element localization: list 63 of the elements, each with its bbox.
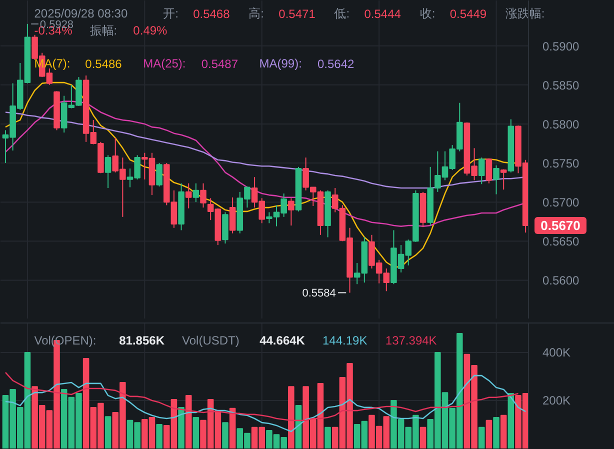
bar <box>222 422 228 448</box>
bar <box>104 416 112 448</box>
candlestick <box>104 154 112 189</box>
annotation: 0.5471 <box>278 7 316 21</box>
annotation: 0.5444 <box>364 7 402 21</box>
y-tick-label: 0.5700 <box>542 196 580 210</box>
y-tick-label: 400K <box>542 346 571 360</box>
annotation: 低: <box>334 6 350 20</box>
annotation: 81.856K <box>119 334 165 348</box>
y-tick-label: 0.5650 <box>542 234 580 249</box>
line-series <box>4 374 526 432</box>
annotation: 开: <box>163 6 178 20</box>
candlestick <box>192 182 200 203</box>
bar <box>508 393 514 448</box>
candlestick <box>500 168 507 190</box>
bar <box>192 417 200 448</box>
annotation: 振幅: <box>90 24 118 38</box>
annotation: 44.664K <box>260 334 306 348</box>
y-tick-label: 0.5600 <box>542 274 580 288</box>
bar <box>478 426 485 448</box>
bar <box>178 406 184 448</box>
y-tick-label: 0.5800 <box>542 117 580 132</box>
bar <box>493 417 500 448</box>
bar <box>486 420 492 448</box>
annotation: 收: <box>420 6 436 20</box>
annotation: 0.5584 <box>302 288 336 300</box>
annotation: Vol(OPEN): <box>34 334 96 348</box>
text: MA(25): <box>143 56 186 70</box>
bar <box>229 408 236 448</box>
annotation: 0.5486 <box>85 57 122 71</box>
annotation: 0.5468 <box>193 7 230 21</box>
y-tick-label: 0.5900 <box>542 39 580 54</box>
annotation: Vol(USDT) <box>182 334 240 348</box>
candlestick <box>288 198 294 226</box>
bar <box>324 426 331 448</box>
text: MA(99): <box>259 56 302 70</box>
line-series <box>4 372 519 422</box>
bar <box>295 405 302 448</box>
annotation: 涨跌幅: <box>505 6 545 20</box>
annotation: 0.49% <box>133 24 168 38</box>
candlestick <box>200 182 206 208</box>
bar <box>185 394 192 448</box>
annotation: 0.5449 <box>450 7 487 21</box>
y-tick-label: 200K <box>542 394 571 408</box>
candlestick <box>156 162 162 187</box>
candlestick <box>478 157 485 185</box>
candlestick <box>486 158 492 184</box>
annotation: 137.394K <box>385 334 437 348</box>
annotation: 0.5642 <box>318 57 355 71</box>
bar <box>500 414 507 448</box>
y-tick-label: 0.5750 <box>542 156 580 171</box>
annotation: 144.19K <box>322 334 368 348</box>
bar <box>288 386 294 448</box>
annotation: 高: <box>248 6 264 20</box>
bar <box>156 424 162 448</box>
bar <box>420 426 426 448</box>
candlestick <box>185 182 192 209</box>
y-tick-label: 0.5850 <box>542 78 580 92</box>
candlestick <box>493 164 500 195</box>
annotation: 0.5487 <box>201 57 238 71</box>
annotation: 2025/09/28 08:30 <box>34 6 128 20</box>
candlestick <box>229 196 236 234</box>
text: 0.5670 <box>540 218 580 234</box>
